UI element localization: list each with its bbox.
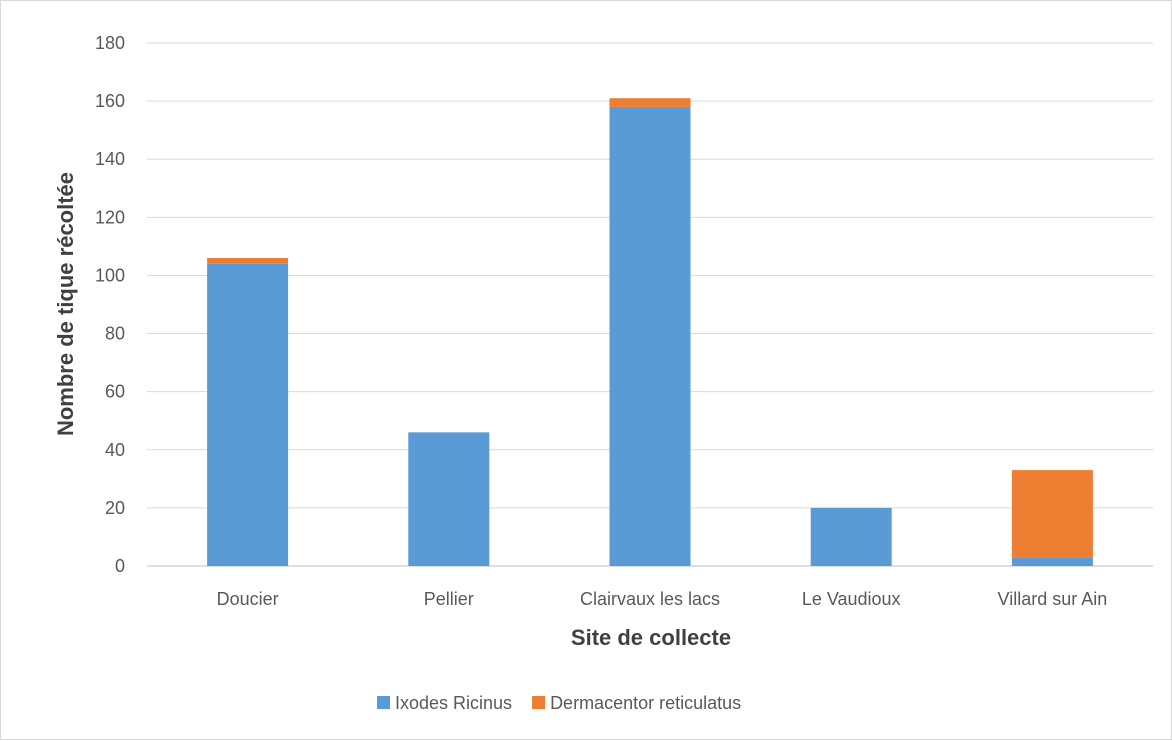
bar-dermacentor-reticulatus bbox=[1011, 470, 1093, 558]
legend-swatch bbox=[532, 696, 546, 709]
bar-ixodes-ricinus bbox=[1011, 557, 1093, 566]
x-tick-label: Villard sur Ain bbox=[998, 589, 1108, 609]
y-tick-label: 140 bbox=[95, 149, 125, 169]
bar-dermacentor-reticulatus bbox=[609, 98, 691, 107]
x-tick-label: Clairvaux les lacs bbox=[580, 589, 720, 609]
y-tick-label: 160 bbox=[95, 91, 125, 111]
y-tick-label: 0 bbox=[115, 556, 125, 576]
legend-label: Dermacentor reticulatus bbox=[550, 693, 741, 713]
y-axis-ticks: 0 20 40 60 80 100 120 140 160 180 bbox=[95, 33, 125, 576]
y-axis-title: Nombre de tique récoltée bbox=[53, 172, 78, 436]
x-axis-ticks: Doucier Pellier Clairvaux les lacs Le Vaudi… bbox=[217, 589, 1108, 609]
legend-label: Ixodes Ricinus bbox=[395, 693, 512, 713]
x-tick-label: Doucier bbox=[217, 589, 279, 609]
y-tick-label: 100 bbox=[95, 265, 125, 285]
y-tick-label: 60 bbox=[105, 382, 125, 402]
x-tick-label: Le Vaudioux bbox=[802, 589, 901, 609]
y-tick-label: 40 bbox=[105, 440, 125, 460]
bar-dermacentor-reticulatus bbox=[207, 258, 289, 264]
legend-swatch bbox=[377, 696, 390, 709]
bar-ixodes-ricinus bbox=[207, 263, 289, 566]
x-axis-title: Site de collecte bbox=[571, 625, 731, 650]
bars bbox=[207, 98, 1093, 566]
y-tick-label: 80 bbox=[105, 324, 125, 344]
bar-ixodes-ricinus bbox=[609, 106, 691, 566]
x-tick-label: Pellier bbox=[424, 589, 474, 609]
bar-ixodes-ricinus bbox=[408, 432, 490, 566]
y-tick-label: 180 bbox=[95, 33, 125, 53]
bar-ixodes-ricinus bbox=[810, 507, 892, 566]
legend: Ixodes Ricinus Dermacentor reticulatus bbox=[377, 693, 741, 713]
y-tick-label: 20 bbox=[105, 498, 125, 518]
y-tick-label: 120 bbox=[95, 207, 125, 227]
